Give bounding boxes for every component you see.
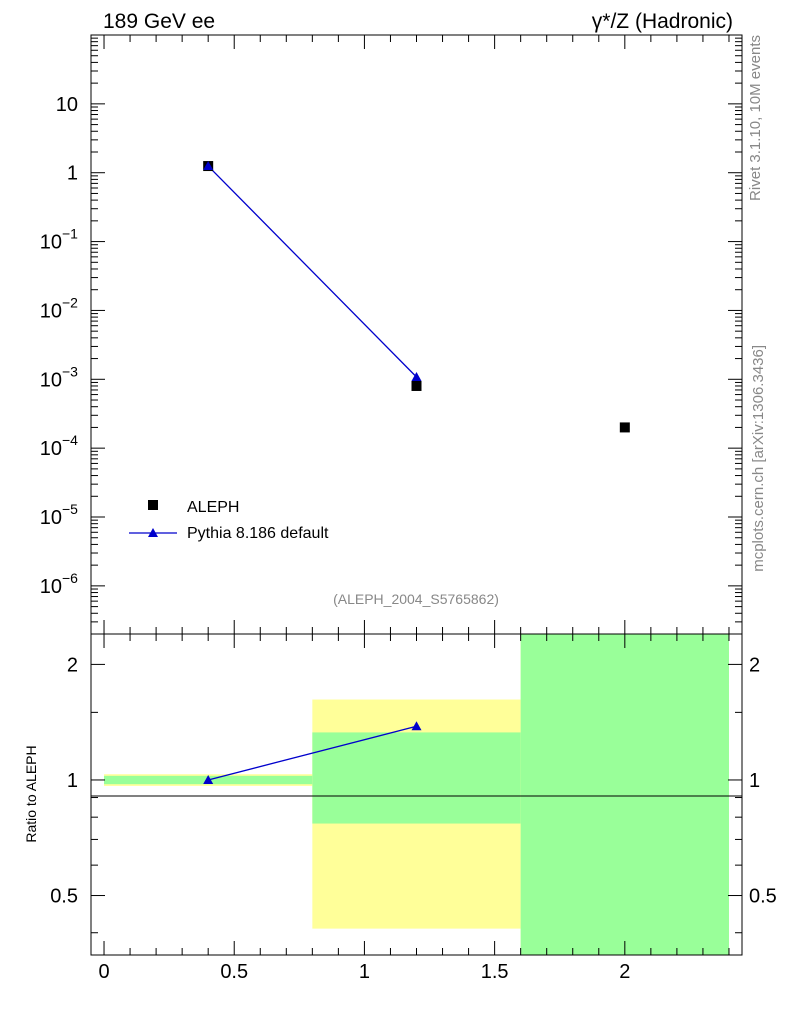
- ratio-y-axis-label: Ratio to ALEPH: [23, 745, 39, 842]
- ratio-plot: 0.5 0.5 1 1 2 2 0 0.5 1 1.5 2 Ratio to ALEPH: [23, 633, 777, 983]
- mcplots-label: mcplots.cern.ch [arXiv:1306.3436]: [750, 345, 767, 572]
- rivet-version-label: Rivet 3.1.10, 10M events: [747, 35, 764, 201]
- pythia-ratio-point: [203, 774, 214, 784]
- main-series: [203, 161, 630, 433]
- x-tick-label: 0: [98, 961, 109, 983]
- main-y-tick-exponent: −1: [62, 226, 78, 242]
- pythia-point: [203, 161, 214, 171]
- aleph-point: [619, 422, 630, 433]
- x-tick-label: 1.5: [481, 961, 509, 983]
- ratio-y-tick-label-right: 0.5: [749, 886, 777, 908]
- main-frame: [90, 34, 743, 635]
- ratio-x-tick-labels: 0 0.5 1 1.5 2: [98, 961, 630, 983]
- legend-marker-aleph: [148, 500, 158, 510]
- main-y-tick-exponent: −3: [62, 363, 78, 379]
- main-y-tick-label: 1: [67, 163, 78, 185]
- aleph-point: [411, 380, 422, 391]
- main-ticks: [91, 34, 742, 635]
- main-y-tick-label: 10: [40, 507, 62, 529]
- main-y-tick-label: 10: [40, 300, 62, 322]
- x-tick-label: 2: [619, 961, 630, 983]
- pythia-point: [411, 371, 422, 381]
- pythia-ratio-line: [208, 725, 417, 781]
- legend: ALEPH Pythia 8.186 default: [129, 499, 329, 542]
- ratio-y-tick-label: 2: [67, 654, 78, 676]
- main-y-tick-label: 10: [56, 94, 78, 116]
- header-left: 189 GeV ee: [103, 10, 215, 33]
- legend-label-aleph: ALEPH: [187, 499, 239, 516]
- ratio-bands: [104, 634, 729, 955]
- ratio-band-green: [520, 634, 729, 955]
- main-y-tick-exponent: −2: [62, 294, 78, 310]
- ratio-y-tick-label: 0.5: [50, 886, 78, 908]
- pythia-ratio-point: [411, 721, 422, 731]
- main-y-tick-label: 10: [40, 369, 62, 391]
- ratio-y-tick-label-right: 1: [749, 770, 760, 792]
- x-tick-label: 0.5: [220, 961, 248, 983]
- main-y-tick-exponent: −4: [62, 432, 78, 448]
- pythia-line: [207, 165, 417, 378]
- ratio-y-tick-labels: 0.5 0.5 1 1 2 2: [50, 654, 777, 907]
- legend-label-pythia: Pythia 8.186 default: [187, 525, 329, 542]
- main-y-tick-exponent: −6: [62, 570, 78, 586]
- ratio-y-tick-label-right: 2: [749, 654, 760, 676]
- ratio-series: [203, 721, 422, 784]
- ratio-band-green: [312, 732, 521, 824]
- main-y-tick-exponent: −5: [62, 501, 78, 517]
- analysis-id: (ALEPH_2004_S5765862): [333, 591, 499, 607]
- header-right: γ*/Z (Hadronic): [592, 10, 733, 33]
- main-y-tick-label: 10: [40, 576, 62, 598]
- main-y-tick-label: 10: [40, 232, 62, 254]
- x-tick-label: 1: [359, 961, 370, 983]
- ratio-ticks: [91, 634, 742, 955]
- ratio-y-tick-label: 1: [67, 770, 78, 792]
- main-y-tick-label: 10: [40, 438, 62, 460]
- legend-marker-pythia: [148, 528, 158, 537]
